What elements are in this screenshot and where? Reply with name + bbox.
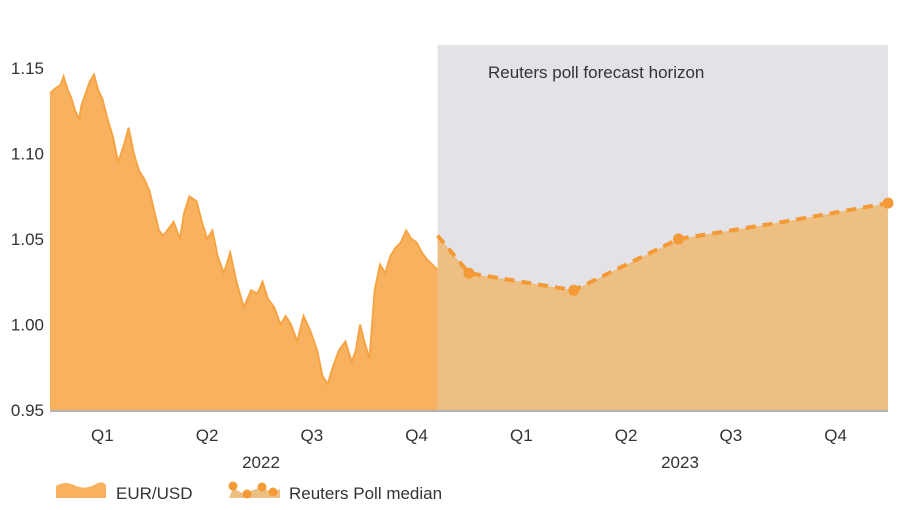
x-tick-label: Q4 <box>824 426 847 445</box>
year-label-2022: 2022 <box>242 453 280 472</box>
forecast-point <box>673 233 684 245</box>
x-tick-label: Q1 <box>91 426 114 445</box>
forecast-markers <box>463 197 894 296</box>
forecast-point <box>882 197 894 209</box>
x-tick-label: Q2 <box>196 426 219 445</box>
history-area <box>50 74 438 411</box>
x-tick-label: Q1 <box>510 426 533 445</box>
x-tick-label: Q2 <box>615 426 638 445</box>
x-tick-label: Q4 <box>405 426 428 445</box>
x-tick-label: Q3 <box>720 426 743 445</box>
y-tick-label: 1.15 <box>11 59 44 78</box>
year-label-2023: 2023 <box>661 453 699 472</box>
forecast-point <box>463 267 475 279</box>
y-tick-label: 1.05 <box>11 230 44 249</box>
y-tick-label: 0.95 <box>11 401 44 420</box>
history-line <box>49 72 439 387</box>
legend-poll-swatch <box>228 481 280 499</box>
x-tick-label: Q3 <box>301 426 324 445</box>
legend: EUR/USD Reuters Poll median <box>56 481 442 503</box>
forecast-horizon-label: Reuters poll forecast horizon <box>488 63 704 82</box>
legend-eurusd-label: EUR/USD <box>116 484 193 503</box>
forecast-line <box>436 201 889 293</box>
legend-eurusd-swatch <box>56 482 106 498</box>
y-tick-label: 1.00 <box>11 316 44 335</box>
forecast-area <box>437 203 888 410</box>
forecast-point <box>568 284 580 296</box>
legend-poll-label: Reuters Poll median <box>289 484 442 503</box>
y-tick-label: 1.10 <box>11 145 44 164</box>
